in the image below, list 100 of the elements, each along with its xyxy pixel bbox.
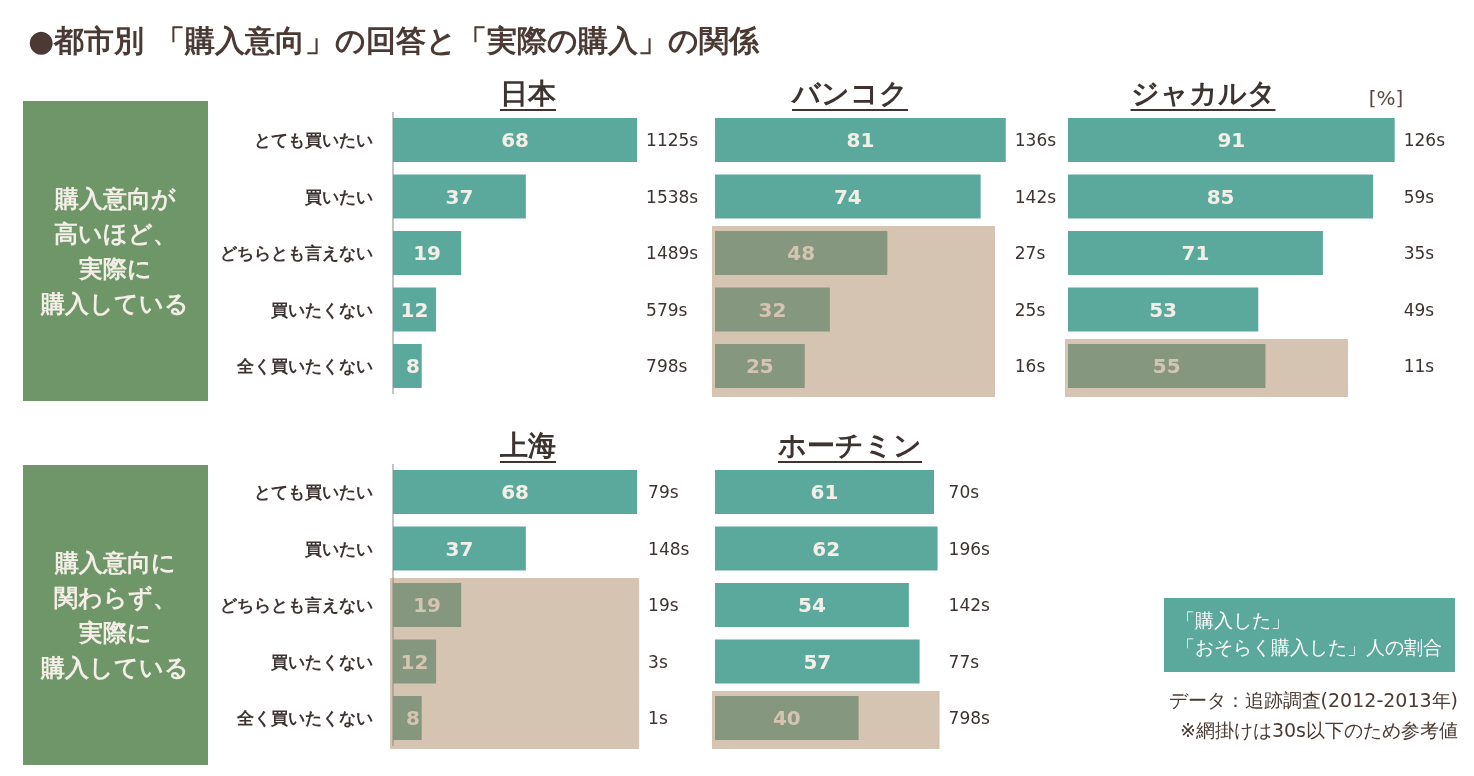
bar bbox=[393, 231, 462, 275]
data-label: 8 bbox=[406, 354, 420, 378]
text: 79s bbox=[648, 482, 679, 502]
chart-title: 上海 bbox=[499, 428, 556, 462]
chart-title: ホーチミン bbox=[778, 428, 922, 462]
y-tick-label: 買いたくない bbox=[270, 651, 373, 672]
bar bbox=[715, 526, 938, 571]
text: 高いほど、 bbox=[53, 219, 177, 248]
text: 49s bbox=[1403, 299, 1435, 320]
data-label: 19 bbox=[413, 241, 442, 265]
y-tick-label: 買いたい bbox=[304, 538, 373, 559]
bar bbox=[393, 583, 462, 627]
data-label: 19 bbox=[413, 593, 442, 617]
bar bbox=[715, 231, 888, 275]
data-label: 68 bbox=[501, 128, 529, 152]
bar bbox=[1068, 118, 1395, 162]
text: 実際に bbox=[77, 254, 152, 283]
text: ●都市別 「購入意向」の回答と「実際の購入」の関係 bbox=[28, 22, 760, 58]
data-label: 54 bbox=[798, 593, 826, 617]
chart-title: バンコク bbox=[790, 76, 908, 110]
data-label: 37 bbox=[445, 536, 474, 561]
bar bbox=[393, 470, 638, 514]
text: 実際に bbox=[77, 618, 152, 647]
data-label: 57 bbox=[803, 649, 832, 674]
text: 25s bbox=[1014, 299, 1046, 320]
text: データ：追跡調査(2012-2013年) bbox=[1168, 689, 1458, 711]
text: 196s bbox=[948, 538, 991, 559]
bar bbox=[715, 470, 934, 514]
bar bbox=[715, 174, 981, 219]
text: 3s bbox=[648, 651, 668, 672]
text: 35s bbox=[1403, 243, 1435, 263]
text: 購入している bbox=[40, 653, 189, 682]
y-tick-label: 全く買いたくない bbox=[236, 356, 373, 376]
data-label: 62 bbox=[812, 536, 841, 561]
bar bbox=[393, 174, 526, 219]
bar bbox=[393, 118, 638, 162]
bar bbox=[715, 118, 1006, 162]
data-label: 91 bbox=[1217, 128, 1246, 152]
bar bbox=[715, 696, 859, 740]
text: 1s bbox=[648, 708, 668, 728]
data-label: 25 bbox=[745, 354, 774, 378]
bar bbox=[715, 287, 830, 332]
data-label: 37 bbox=[445, 184, 474, 209]
data-label: 85 bbox=[1206, 184, 1235, 209]
text: 関わらず、 bbox=[53, 583, 177, 612]
text: 77s bbox=[948, 651, 980, 672]
data-label: 68 bbox=[501, 480, 529, 504]
bar bbox=[715, 639, 920, 684]
data-label: 74 bbox=[833, 184, 862, 209]
bar bbox=[1068, 231, 1323, 275]
bar bbox=[393, 526, 526, 571]
bar bbox=[1068, 287, 1259, 332]
text: 798s bbox=[646, 356, 688, 376]
text: 142s bbox=[948, 595, 991, 615]
data-label: 55 bbox=[1152, 354, 1181, 378]
text: 1538s bbox=[646, 186, 699, 207]
data-label: 71 bbox=[1181, 241, 1210, 265]
y-tick-label: どちらとも言えない bbox=[220, 243, 373, 263]
text: 579s bbox=[646, 299, 688, 320]
y-tick-label: 買いたい bbox=[304, 186, 373, 207]
data-label: 40 bbox=[772, 706, 801, 730]
text: 136s bbox=[1014, 130, 1057, 150]
y-tick-label: とても買いたい bbox=[254, 130, 373, 150]
bar bbox=[715, 344, 805, 388]
data-label: 53 bbox=[1149, 297, 1178, 322]
y-tick-label: 買いたくない bbox=[270, 299, 373, 320]
text: 購入意向に bbox=[53, 548, 176, 577]
bar bbox=[1068, 344, 1266, 388]
data-label: 8 bbox=[406, 706, 420, 730]
text: 16s bbox=[1014, 356, 1046, 376]
data-label: 12 bbox=[400, 649, 429, 674]
data-label: 48 bbox=[787, 241, 816, 265]
text: 購入している bbox=[40, 289, 189, 318]
data-label: 81 bbox=[846, 128, 875, 152]
text: ※網掛けは30s以下のため参考値 bbox=[1180, 719, 1458, 741]
text: 1489s bbox=[646, 243, 699, 263]
text: 購入意向が bbox=[53, 184, 176, 213]
text: 「購入した」 bbox=[1176, 609, 1290, 631]
bar bbox=[715, 583, 909, 627]
text: 126s bbox=[1403, 130, 1446, 150]
y-tick-label: どちらとも言えない bbox=[220, 595, 373, 615]
y-tick-label: 全く買いたくない bbox=[236, 708, 373, 728]
text: 148s bbox=[648, 538, 690, 559]
text: 27s bbox=[1014, 243, 1046, 263]
text: 19s bbox=[648, 595, 679, 615]
text: [%] bbox=[1368, 86, 1404, 110]
text: 「おそらく購入した」人の割合 bbox=[1176, 636, 1442, 658]
y-tick-label: とても買いたい bbox=[254, 482, 373, 502]
data-label: 61 bbox=[810, 480, 839, 504]
chart-title: 日本 bbox=[500, 76, 557, 110]
text: 70s bbox=[948, 482, 980, 502]
text: 1125s bbox=[646, 130, 699, 150]
data-label: 12 bbox=[400, 297, 429, 322]
text: 59s bbox=[1403, 186, 1435, 207]
chart-title: ジャカルタ bbox=[1130, 76, 1276, 110]
bar bbox=[1068, 174, 1374, 219]
data-label: 32 bbox=[758, 297, 787, 322]
text: 142s bbox=[1014, 186, 1057, 207]
text: 11s bbox=[1403, 356, 1435, 376]
text: 798s bbox=[948, 708, 991, 728]
